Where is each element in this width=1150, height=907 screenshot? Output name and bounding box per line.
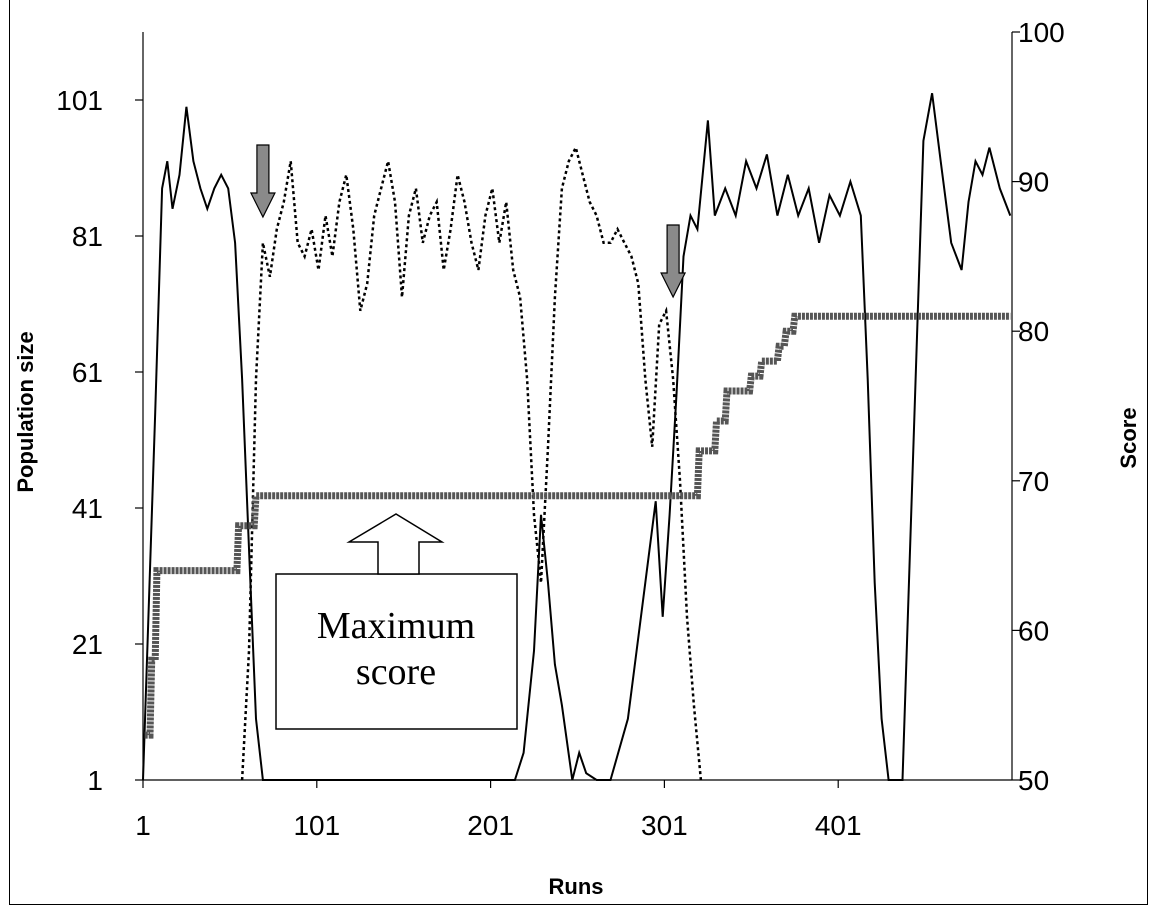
- x-tick-label: 1: [135, 810, 151, 841]
- callout-text-line2: score: [356, 651, 436, 693]
- x-tick-label: 301: [641, 810, 688, 841]
- y-tick-label: 61: [72, 357, 103, 388]
- x-tick-label: 401: [815, 810, 862, 841]
- annotations: [249, 144, 687, 299]
- y-tick-label: 21: [72, 629, 103, 660]
- left-axis: 1 21 41 61 81 101: [56, 85, 143, 796]
- maximum-score-callout: Maximum score: [275, 513, 518, 730]
- down-arrow-icon: [660, 224, 687, 299]
- x-tick-label: 201: [467, 810, 514, 841]
- down-arrow-icon: [249, 144, 276, 219]
- y2-tick-label: 70: [1018, 466, 1049, 497]
- callout-text-line1: Maximum: [317, 605, 475, 647]
- series-layer: [142, 93, 1012, 781]
- callout-box: [275, 573, 518, 730]
- y2-tick-label: 60: [1018, 615, 1049, 646]
- series-dotted-line: [240, 144, 703, 781]
- x-tick-label: 101: [293, 810, 340, 841]
- y-tick-label: 81: [72, 221, 103, 252]
- series-solid-line: [142, 93, 1012, 781]
- y2-axis-title: Score: [1116, 407, 1141, 468]
- y-tick-label: 41: [72, 493, 103, 524]
- series-dashed-thick-line: [144, 312, 1011, 739]
- y-axis-title: Population size: [13, 331, 38, 492]
- plot-area: [142, 32, 1013, 781]
- y2-tick-label: 90: [1018, 167, 1049, 198]
- up-arrow-icon: [346, 513, 445, 575]
- y2-tick-label: 80: [1018, 316, 1049, 347]
- y-tick-label: 101: [56, 85, 103, 116]
- chart-frame: [9, 0, 1148, 905]
- right-axis: 50 60 70 80 90 100: [1012, 17, 1065, 796]
- x-axis-title: Runs: [549, 874, 604, 899]
- y2-tick-label: 100: [1018, 17, 1065, 48]
- bottom-axis: 1 101 201 301 401: [135, 780, 862, 841]
- y2-tick-label: 50: [1018, 765, 1049, 796]
- y-tick-label: 1: [87, 765, 103, 796]
